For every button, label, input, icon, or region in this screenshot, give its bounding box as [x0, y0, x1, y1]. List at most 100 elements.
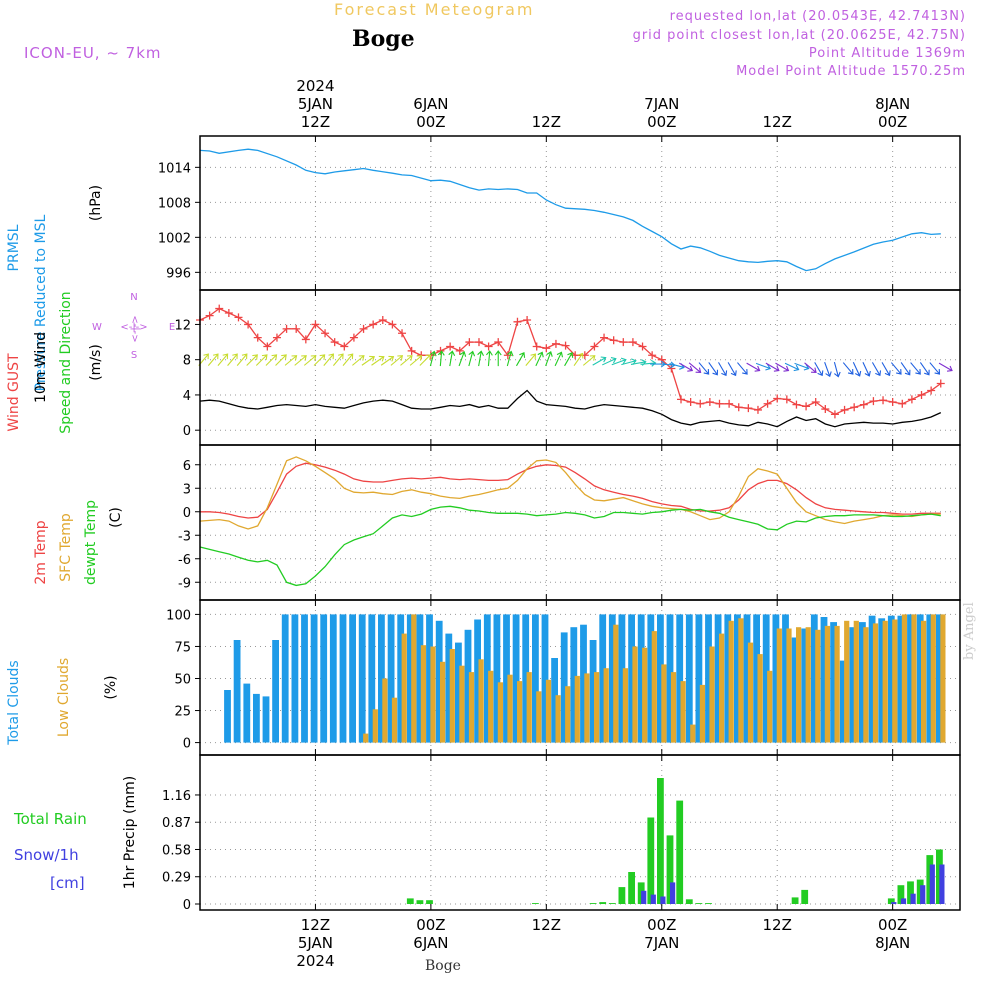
bar-clouds — [728, 620, 734, 743]
y-tick-label: 996 — [166, 266, 191, 281]
gust-point-marker — [667, 364, 676, 373]
bar-clouds — [651, 631, 657, 743]
gust-point-marker — [474, 338, 483, 347]
bar-clouds — [936, 614, 943, 743]
gust-point-marker — [436, 346, 445, 355]
bar-clouds — [594, 672, 600, 743]
series-line-wind-1 — [199, 389, 942, 428]
y-tick-label: -9 — [178, 576, 191, 591]
wind-direction-arrow — [910, 362, 921, 375]
bar-clouds — [532, 614, 539, 743]
wind-direction-arrow — [390, 355, 404, 366]
bar-clouds — [526, 672, 532, 743]
x-top-tick-label: 7JAN — [644, 95, 679, 113]
gust-point-marker — [494, 338, 503, 347]
model-point-altitude: Model Point Altitude 1570.25m — [736, 64, 966, 79]
gust-point-marker — [263, 342, 272, 351]
wind-direction-arrow — [437, 350, 445, 367]
y-tick-label: 0.29 — [162, 871, 191, 886]
gust-point-marker — [378, 316, 387, 325]
x-bottom-tick-label: 12Z — [532, 916, 561, 934]
gust-point-marker — [455, 346, 464, 355]
gust-point-marker — [523, 316, 532, 325]
bar-clouds — [940, 614, 946, 743]
bar-clouds — [878, 618, 886, 743]
panel-label-pressure: PRMSL — [6, 224, 22, 271]
wind-direction-arrow — [919, 362, 930, 376]
bar-precip — [641, 890, 647, 904]
bar-clouds — [670, 672, 677, 743]
x-top-tick-label: 00Z — [878, 113, 907, 131]
gridpoint-coords: grid point closest lon,lat (20.0625E, 42… — [632, 28, 966, 43]
bar-clouds — [738, 618, 744, 743]
wind-direction-arrow — [794, 362, 810, 371]
panel-frame-wind — [199, 289, 961, 446]
gust-point-marker — [648, 351, 657, 360]
bar-precip — [910, 893, 916, 904]
bar-clouds — [224, 690, 231, 743]
bar-clouds — [406, 614, 414, 743]
wind-direction-arrow — [833, 362, 841, 378]
wind-direction-arrow — [217, 353, 229, 366]
bar-clouds — [522, 614, 530, 743]
x-top-tick-label: 12Z — [301, 113, 330, 131]
bar-clouds — [647, 614, 655, 743]
gust-point-marker — [821, 405, 830, 414]
bar-clouds — [411, 614, 417, 743]
bar-clouds — [435, 620, 443, 743]
wind-direction-arrow — [900, 362, 911, 376]
bar-precip — [660, 896, 666, 904]
compass-e: E — [169, 322, 175, 333]
bar-clouds — [497, 682, 503, 743]
y-tick-label: 0 — [183, 424, 191, 439]
wind-direction-arrow — [429, 350, 437, 367]
bar-clouds — [301, 614, 308, 743]
bar-precip — [676, 800, 684, 904]
bar-clouds — [839, 660, 847, 743]
panel-label-pressure: Pressure Reduced to MSL — [33, 214, 49, 391]
gust-point-marker — [234, 313, 243, 322]
bar-clouds — [455, 642, 462, 743]
footer-location: Boge — [425, 958, 461, 974]
wind-direction-arrow — [737, 362, 748, 375]
x-bottom-tick-label: 5JAN — [298, 934, 333, 952]
panel-label-temperature: (C) — [108, 507, 124, 528]
wind-direction-arrow — [458, 351, 467, 367]
wind-direction-arrow — [419, 354, 432, 366]
bar-clouds — [690, 724, 696, 743]
wind-direction-arrow — [255, 354, 268, 366]
wind-direction-arrow — [448, 350, 456, 367]
gust-point-marker — [388, 320, 397, 329]
panel-label-clouds: (%) — [103, 675, 119, 699]
bar-clouds — [853, 620, 859, 743]
x-top-tick-label: 8JAN — [875, 95, 910, 113]
bar-precip — [920, 885, 926, 904]
wind-direction-arrow — [342, 353, 354, 366]
y-tick-label: 1002 — [158, 231, 191, 246]
bar-clouds — [762, 614, 770, 743]
bar-clouds — [791, 637, 799, 743]
y-tick-label: 0 — [183, 898, 191, 913]
precip-axis-label: 1hr Precip (mm) — [122, 776, 138, 889]
bar-precip — [628, 872, 635, 904]
wind-direction-arrow — [409, 355, 423, 366]
bar-precip — [599, 902, 607, 904]
bar-precip — [532, 903, 539, 904]
precip-snow-label: Snow/1h — [14, 846, 79, 864]
wind-direction-arrow — [332, 353, 344, 366]
wind-direction-arrow — [852, 362, 862, 377]
gust-point-marker — [792, 400, 801, 409]
bar-clouds — [281, 614, 289, 743]
gust-point-marker — [782, 395, 791, 404]
bar-clouds — [493, 614, 501, 743]
bar-precip — [416, 900, 424, 904]
gust-point-marker — [888, 397, 897, 406]
bar-clouds — [901, 614, 907, 743]
panel-label-wind: 10m Wind — [33, 332, 49, 403]
bar-clouds — [507, 674, 513, 743]
gust-point-marker — [349, 333, 358, 342]
x-bottom-tick-label: 00Z — [416, 916, 445, 934]
bar-clouds — [824, 625, 830, 743]
panel-label-wind: Speed and Direction — [58, 291, 74, 433]
bar-precip — [657, 778, 664, 904]
